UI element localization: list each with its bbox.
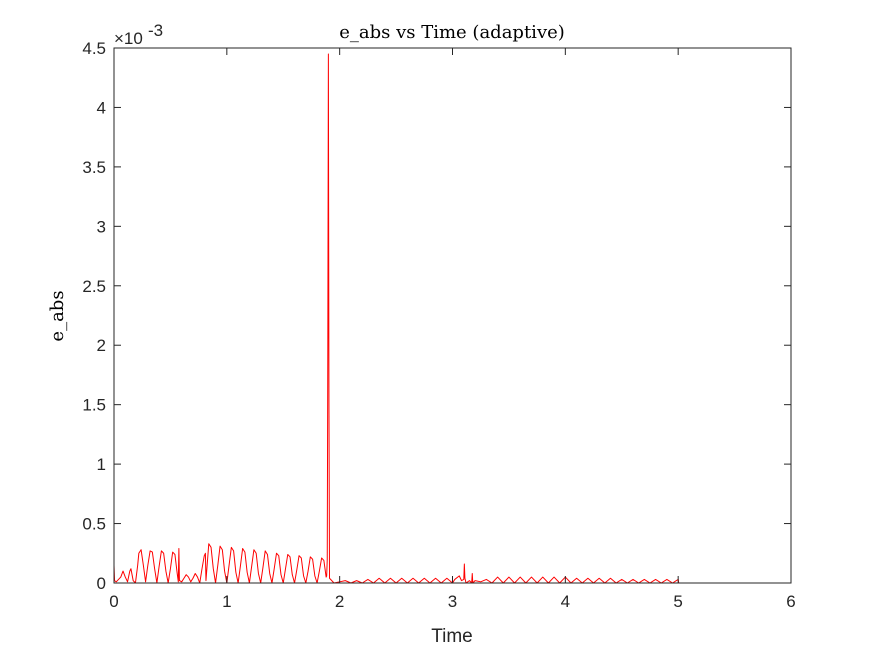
y-tick-label: 4.5 <box>82 39 106 58</box>
x-axis-ticks: 0 1 2 3 4 5 6 <box>109 48 796 611</box>
y-tick-label: 1 <box>97 455 106 474</box>
x-tick-label: 4 <box>561 592 570 611</box>
y-tick-label: 4 <box>97 98 106 117</box>
y-tick-label: 3 <box>97 217 106 236</box>
x-axis-label: Time <box>431 626 473 647</box>
y-tick-label: 2 <box>97 336 106 355</box>
y-exponent-base: ×10 <box>114 29 143 48</box>
x-tick-label: 1 <box>222 592 231 611</box>
y-axis-ticks: 0 0.5 1 1.5 2 2.5 3 3.5 4 4.5 <box>82 39 791 593</box>
y-tick-label: 2.5 <box>82 277 106 296</box>
x-tick-label: 6 <box>786 592 795 611</box>
y-tick-label: 3.5 <box>82 158 106 177</box>
y-exponent-power: -3 <box>148 21 163 40</box>
x-tick-label: 0 <box>109 592 118 611</box>
y-tick-label: 1.5 <box>82 396 106 415</box>
y-tick-label: 0.5 <box>82 515 106 534</box>
x-tick-label: 2 <box>335 592 344 611</box>
y-tick-label: 0 <box>97 574 106 593</box>
x-tick-label: 3 <box>448 592 457 611</box>
series-line <box>113 53 680 584</box>
y-axis-label: e_abs <box>47 290 68 341</box>
plot-area <box>114 48 791 583</box>
chart-title: e_abs vs Time (adaptive) <box>339 22 565 43</box>
x-tick-label: 5 <box>673 592 682 611</box>
